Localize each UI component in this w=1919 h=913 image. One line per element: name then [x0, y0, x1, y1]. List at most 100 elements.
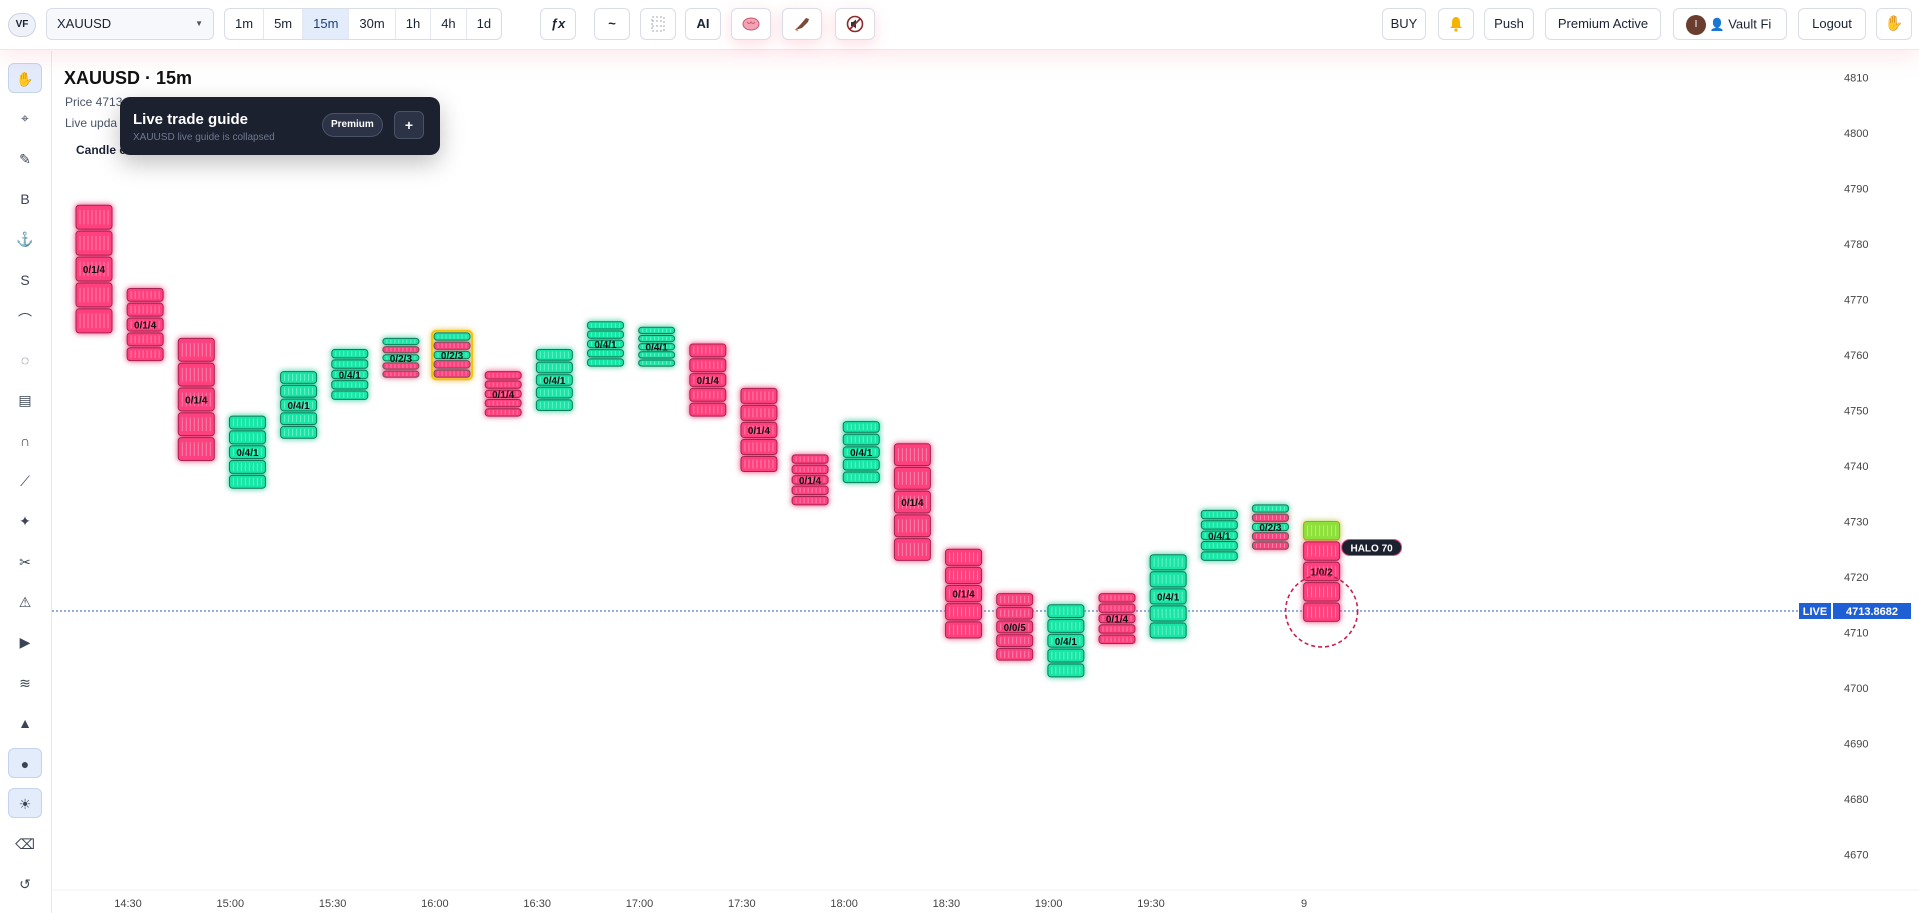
scissors-tool-button[interactable]: ✂: [8, 547, 42, 577]
x-tick-label: 19:00: [1035, 898, 1063, 910]
hand-button[interactable]: ✋: [1876, 8, 1912, 40]
timeframe-30m[interactable]: 30m: [349, 9, 396, 39]
ruler-tool-button[interactable]: ⟋: [8, 466, 42, 496]
mute-button[interactable]: [835, 8, 875, 40]
grid-icon: [651, 16, 665, 32]
candle[interactable]: [791, 454, 829, 506]
magnet-tool-button[interactable]: ∩: [8, 426, 42, 456]
price-readout: Price 4713: [65, 95, 123, 109]
candle[interactable]: [638, 326, 676, 367]
timeframe-1h[interactable]: 1h: [396, 9, 432, 39]
crosshair-tool-button[interactable]: ⌖: [8, 103, 42, 133]
expand-guide-button[interactable]: +: [394, 111, 424, 139]
wave-button[interactable]: ~: [594, 8, 630, 40]
live-trade-guide-panel[interactable]: Live trade guide XAUUSD live guide is co…: [120, 97, 440, 155]
logout-button[interactable]: Logout: [1798, 8, 1866, 40]
user-menu-button[interactable]: I 👤 Vault Fi: [1673, 8, 1787, 40]
warning-tool-button[interactable]: ⚠: [8, 587, 42, 617]
candle[interactable]: [587, 321, 624, 367]
wave-tool-button[interactable]: ≋: [8, 668, 42, 698]
buy-button[interactable]: BUY: [1382, 8, 1426, 40]
sun-tool-button[interactable]: ☀: [8, 788, 42, 819]
candle[interactable]: [431, 329, 474, 381]
chart-area[interactable]: 4810 4800 4790 4780 4770 4760 4750 4740 4730 4720…: [52, 51, 1919, 913]
pen-tool-button[interactable]: ✎: [8, 144, 42, 174]
ai-button[interactable]: AI: [685, 8, 721, 40]
price-chart[interactable]: 4810 4800 4790 4780 4770 4760 4750 4740 4730 4720…: [52, 51, 1919, 913]
candle[interactable]: [75, 204, 113, 334]
candle-segment: [382, 337, 420, 346]
candle[interactable]: [126, 287, 164, 362]
candle[interactable]: [484, 371, 522, 417]
timeframe-15m[interactable]: 15m: [303, 9, 350, 39]
candle-segment: [484, 371, 522, 380]
candle[interactable]: [996, 593, 1034, 661]
candle[interactable]: [228, 415, 266, 489]
candle-segment: [331, 348, 369, 359]
hand-tool-button[interactable]: ✋: [8, 63, 42, 93]
candle[interactable]: [893, 443, 931, 561]
fx-button[interactable]: ƒx: [540, 8, 576, 40]
alerts-button[interactable]: [1438, 8, 1474, 40]
candle-segment: [280, 426, 318, 439]
candle[interactable]: [1303, 520, 1341, 622]
candle[interactable]: [1200, 509, 1238, 561]
y-tick-label: 4810: [1844, 73, 1868, 85]
candle[interactable]: [331, 348, 369, 400]
app-logo[interactable]: VF: [8, 13, 36, 37]
candle-segment: [382, 354, 420, 362]
candle-segment: [228, 415, 266, 430]
curve-tool-button[interactable]: ⌒: [8, 305, 42, 335]
candle[interactable]: [740, 387, 778, 473]
s-tool-icon: S: [20, 271, 30, 288]
premium-button[interactable]: Premium Active: [1545, 8, 1661, 40]
timeframe-5m[interactable]: 5m: [264, 9, 304, 39]
dot-tool-button[interactable]: ●: [8, 748, 42, 779]
anchor-tool-button[interactable]: ⚓: [8, 224, 42, 254]
stack-tool-button[interactable]: ▤: [8, 385, 42, 415]
candle[interactable]: [535, 348, 573, 412]
premium-badge[interactable]: Premium: [322, 113, 383, 137]
candle-label: 0/1/4: [748, 426, 771, 437]
candle-segment: [945, 548, 983, 566]
grid-button[interactable]: [640, 8, 676, 40]
y-tick-label: 4770: [1844, 295, 1868, 307]
play-tool-button[interactable]: ▶: [8, 627, 42, 657]
candle-label: 0/1/4: [83, 265, 106, 276]
play-tool-icon: ▶: [19, 634, 31, 651]
timeframe-1m[interactable]: 1m: [225, 9, 265, 39]
candle[interactable]: [842, 421, 880, 484]
candle[interactable]: [177, 337, 215, 461]
candle[interactable]: [689, 343, 727, 417]
timeframe-4h[interactable]: 4h: [431, 9, 467, 39]
push-button[interactable]: Push: [1484, 8, 1534, 40]
candle[interactable]: [1098, 593, 1136, 645]
candle[interactable]: [945, 548, 983, 639]
candle-label: 0/2/3: [441, 351, 464, 362]
x-tick-label: 16:00: [421, 898, 449, 910]
candle[interactable]: [1047, 604, 1085, 678]
candle[interactable]: [382, 337, 420, 378]
candle-segment: [1149, 554, 1187, 571]
rocket-button[interactable]: [782, 8, 822, 40]
b-tool-button[interactable]: B: [8, 184, 42, 214]
candle-segment: [893, 514, 931, 538]
symbol-select[interactable]: XAUUSD ▼: [46, 8, 214, 40]
erase-tool-button[interactable]: ⌫: [8, 829, 42, 859]
s-tool-button[interactable]: S: [8, 265, 42, 295]
scissors-tool-icon: ✂: [19, 553, 31, 570]
candle-segment: [587, 358, 624, 367]
triangle-tool-button[interactable]: ▲: [8, 708, 42, 738]
candle[interactable]: [1149, 554, 1187, 639]
candle-segment: [382, 346, 420, 354]
candle[interactable]: [280, 371, 318, 439]
sparkle-tool-button[interactable]: ✦: [8, 506, 42, 536]
brain-button[interactable]: [731, 8, 771, 40]
candle-segment: [433, 350, 471, 360]
undo-tool-button[interactable]: ↺: [8, 869, 42, 899]
timeframe-1d[interactable]: 1d: [476, 16, 492, 31]
circle-tool-button[interactable]: ◌: [8, 345, 42, 375]
candle-label: 0/1/4: [697, 376, 720, 387]
candle[interactable]: [1251, 504, 1289, 550]
candle-segment: [126, 332, 164, 347]
